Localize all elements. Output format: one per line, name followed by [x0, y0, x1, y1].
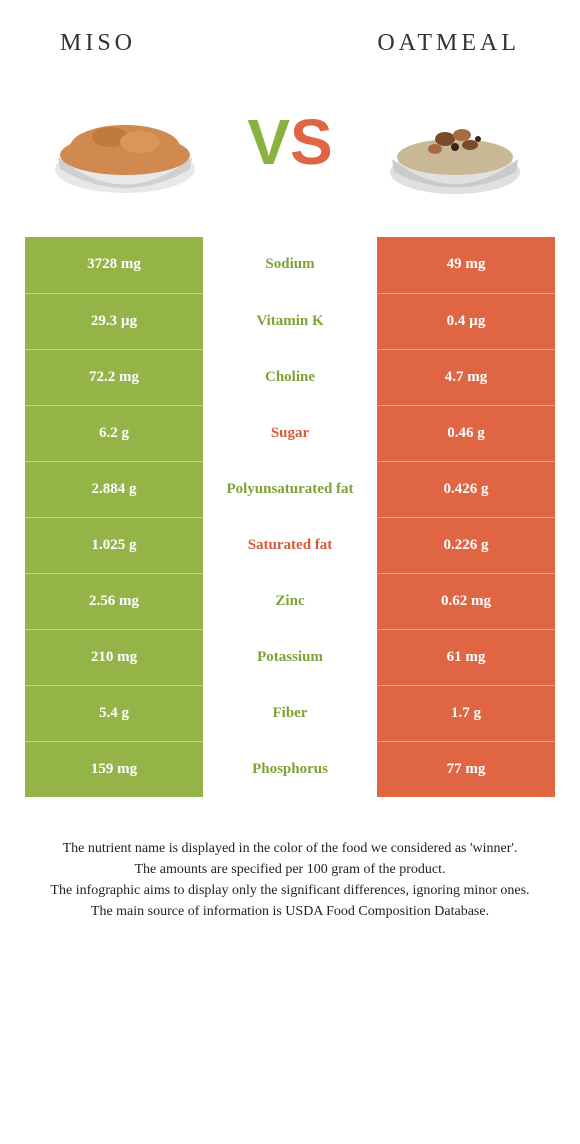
left-value: 2.884 g: [25, 461, 203, 517]
right-value: 0.62 mg: [377, 573, 555, 629]
table-row: 6.2 gSugar0.46 g: [25, 405, 555, 461]
right-value: 4.7 mg: [377, 349, 555, 405]
footer-line: The main source of information is USDA F…: [28, 901, 552, 922]
right-value: 77 mg: [377, 741, 555, 797]
nutrient-label: Saturated fat: [203, 517, 377, 573]
right-value: 0.46 g: [377, 405, 555, 461]
nutrient-label: Phosphorus: [203, 741, 377, 797]
left-value: 159 mg: [25, 741, 203, 797]
left-value: 3728 mg: [25, 237, 203, 293]
left-value: 5.4 g: [25, 685, 203, 741]
table-row: 72.2 mgCholine4.7 mg: [25, 349, 555, 405]
table-row: 2.884 gPolyunsaturated fat0.426 g: [25, 461, 555, 517]
nutrient-label: Sodium: [203, 237, 377, 293]
infographic-container: MISO OATMEAL VS: [0, 0, 580, 942]
nutrient-table-body: 3728 mgSodium49 mg29.3 µgVitamin K0.4 µg…: [25, 237, 555, 797]
table-row: 3728 mgSodium49 mg: [25, 237, 555, 293]
left-value: 72.2 mg: [25, 349, 203, 405]
left-value: 210 mg: [25, 629, 203, 685]
table-row: 1.025 gSaturated fat0.226 g: [25, 517, 555, 573]
right-value: 0.4 µg: [377, 293, 555, 349]
right-value: 0.426 g: [377, 461, 555, 517]
left-value: 2.56 mg: [25, 573, 203, 629]
table-row: 159 mgPhosphorus77 mg: [25, 741, 555, 797]
footer-notes: The nutrient name is displayed in the co…: [0, 798, 580, 942]
left-value: 6.2 g: [25, 405, 203, 461]
vs-v-letter: V: [247, 106, 290, 178]
footer-line: The infographic aims to display only the…: [28, 880, 552, 901]
oatmeal-image: [370, 77, 540, 207]
table-row: 210 mgPotassium61 mg: [25, 629, 555, 685]
nutrient-label: Potassium: [203, 629, 377, 685]
nutrient-label: Zinc: [203, 573, 377, 629]
table-row: 5.4 gFiber1.7 g: [25, 685, 555, 741]
right-value: 0.226 g: [377, 517, 555, 573]
footer-line: The amounts are specified per 100 gram o…: [28, 859, 552, 880]
miso-image: [40, 77, 210, 207]
right-food-title: OATMEAL: [377, 30, 520, 57]
right-value: 61 mg: [377, 629, 555, 685]
nutrient-label: Polyunsaturated fat: [203, 461, 377, 517]
table-row: 2.56 mgZinc0.62 mg: [25, 573, 555, 629]
vs-s-letter: S: [290, 106, 333, 178]
vs-label: VS: [247, 105, 332, 179]
left-value: 29.3 µg: [25, 293, 203, 349]
nutrient-label: Vitamin K: [203, 293, 377, 349]
footer-line: The nutrient name is displayed in the co…: [28, 838, 552, 859]
header-row: MISO OATMEAL: [0, 0, 580, 67]
images-row: VS: [0, 67, 580, 237]
left-value: 1.025 g: [25, 517, 203, 573]
nutrient-label: Sugar: [203, 405, 377, 461]
nutrient-label: Choline: [203, 349, 377, 405]
right-value: 49 mg: [377, 237, 555, 293]
right-value: 1.7 g: [377, 685, 555, 741]
left-food-title: MISO: [60, 30, 136, 57]
nutrient-table: 3728 mgSodium49 mg29.3 µgVitamin K0.4 µg…: [25, 237, 555, 798]
table-row: 29.3 µgVitamin K0.4 µg: [25, 293, 555, 349]
nutrient-label: Fiber: [203, 685, 377, 741]
